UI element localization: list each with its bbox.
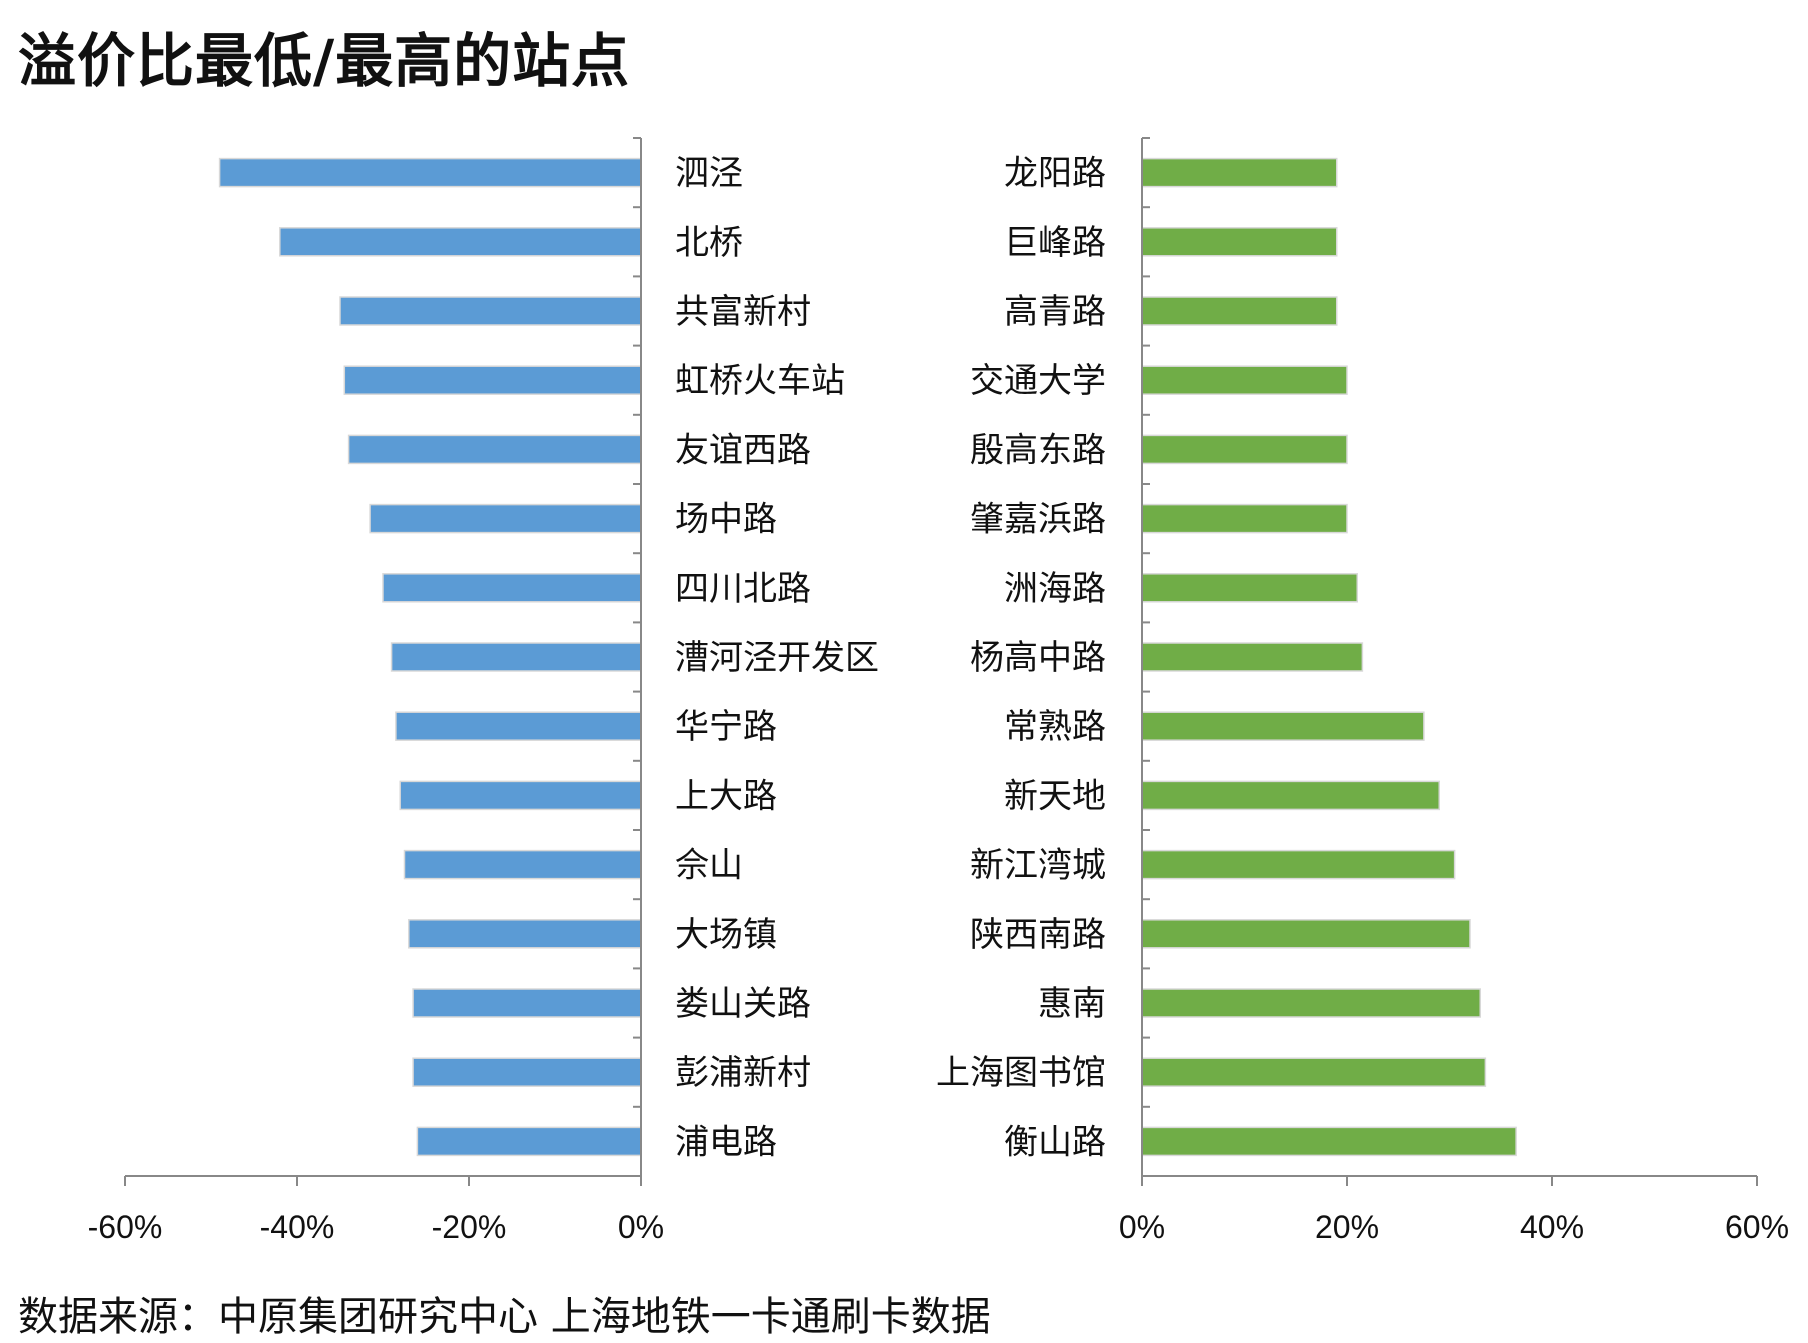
category-label-low: 北桥 [675,223,743,263]
category-label-high: 洲海路 [1004,569,1106,609]
data-source-note: 数据来源：中原集团研究中心 上海地铁一卡通刷卡数据 [18,1294,991,1340]
bar-high-13 [1141,988,1481,1018]
category-label-high: 龙阳路 [1004,154,1106,194]
category-label-high: 巨峰路 [1004,223,1106,263]
category-label-low: 虹桥火车站 [675,361,845,401]
bar-low-10 [399,780,642,811]
bar-low-15 [416,1126,642,1157]
highest-premium-chart: 龙阳路巨峰路高青路交通大学殷高东路肇嘉浜路洲海路杨高中路常熟路新天地新江湾城陕西… [936,137,1789,1245]
bar-low-11 [403,849,642,880]
bar-high-1 [1141,157,1338,188]
category-label-high: 新天地 [1004,776,1106,816]
category-label-low: 漕河泾开发区 [675,638,879,678]
bar-high-10 [1141,780,1440,811]
category-label-high: 惠南 [1038,984,1106,1024]
bar-high-9 [1141,711,1425,741]
category-label-low: 上大路 [675,776,777,816]
category-label-low: 浦电路 [675,1122,777,1162]
tick-label-low: -40% [260,1209,335,1245]
category-label-high: 衡山路 [1004,1122,1106,1162]
tick-label-low: -60% [88,1209,163,1245]
category-label-low: 华宁路 [675,707,777,747]
bar-low-5 [347,434,642,465]
bar-high-14 [1141,1057,1487,1087]
tick-label-high: 40% [1520,1209,1584,1245]
category-label-high: 高青路 [1004,292,1106,332]
tick-label-high: 20% [1315,1209,1379,1245]
bar-high-3 [1141,296,1338,326]
category-label-low: 娄山关路 [675,984,811,1024]
lowest-premium-chart: 泗泾北桥共富新村虹桥火车站友谊西路场中路四川北路漕河泾开发区华宁路上大路佘山大场… [88,137,879,1245]
bar-high-8 [1141,642,1364,672]
tick-label-low: -20% [432,1209,507,1245]
category-label-high: 上海图书馆 [936,1053,1106,1093]
tick-label-low: 0% [618,1209,664,1245]
bar-low-14 [412,1057,642,1087]
category-label-low: 友谊西路 [675,430,811,470]
bar-high-11 [1141,849,1456,880]
tick-label-high: 60% [1725,1209,1789,1245]
bar-low-3 [339,296,642,326]
category-label-high: 常熟路 [1004,707,1106,747]
bar-low-9 [395,711,642,741]
category-label-low: 彭浦新村 [675,1053,811,1093]
bar-low-8 [390,642,642,672]
bar-low-7 [382,573,642,603]
category-label-high: 杨高中路 [970,638,1106,678]
bar-low-6 [369,503,642,534]
category-label-low: 佘山 [675,846,743,886]
category-label-low: 共富新村 [675,292,811,332]
bar-high-6 [1141,503,1348,534]
chart-title: 溢价比最低/最高的站点 [18,27,631,95]
bar-high-4 [1141,365,1348,395]
category-label-low: 四川北路 [675,569,811,609]
category-label-high: 交通大学 [970,361,1106,401]
category-label-high: 殷高东路 [970,430,1106,470]
bar-high-15 [1141,1126,1517,1157]
bar-high-5 [1141,434,1348,465]
tick-label-high: 0% [1119,1209,1165,1245]
bar-low-12 [408,919,642,949]
bar-low-1 [218,157,642,188]
category-label-low: 大场镇 [675,915,777,955]
bar-high-12 [1141,919,1471,949]
category-label-high: 肇嘉浜路 [970,500,1106,540]
category-label-low: 场中路 [675,500,777,540]
category-label-high: 陕西南路 [970,915,1106,955]
bar-high-7 [1141,573,1358,603]
bar-high-2 [1141,227,1338,257]
category-label-low: 泗泾 [675,154,743,194]
category-label-high: 新江湾城 [970,846,1106,886]
bar-low-13 [412,988,642,1018]
bar-low-4 [343,365,642,395]
bar-low-2 [279,227,642,257]
